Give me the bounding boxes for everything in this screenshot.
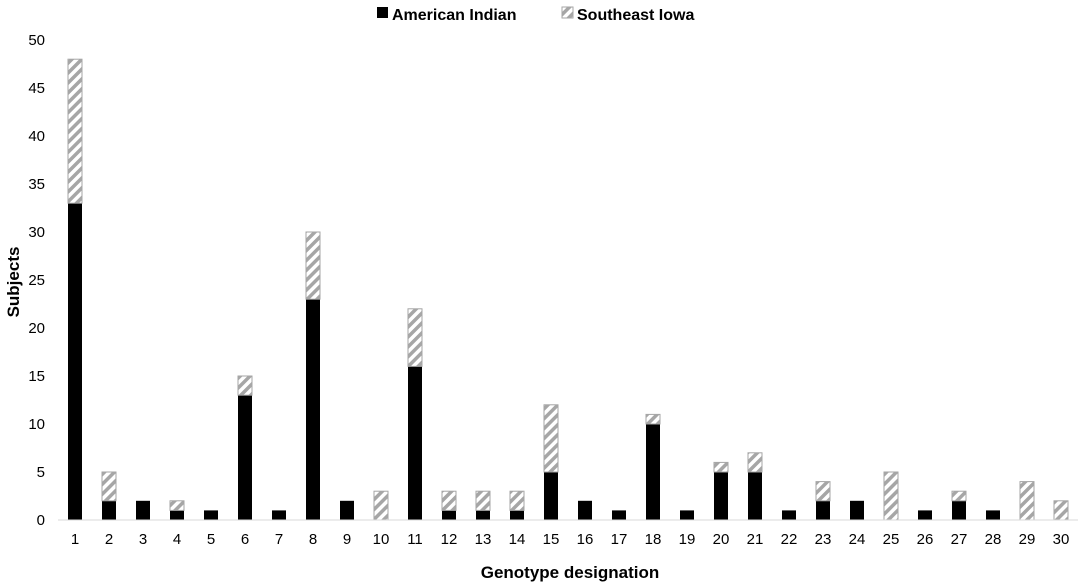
bar-american-indian [102, 500, 116, 520]
y-tick-label: 30 [28, 224, 45, 241]
bar-southeast-iowa [67, 58, 83, 204]
x-tick-label: 14 [509, 531, 526, 548]
x-tick-label: 21 [747, 531, 764, 548]
y-axis-title: Subjects [4, 247, 23, 318]
bar-american-indian [136, 500, 150, 520]
y-axis: 0 5 10 15 20 25 30 35 40 45 50 [28, 32, 45, 529]
bar-american-indian [170, 510, 184, 520]
x-tick-label: 11 [407, 531, 423, 548]
bar-american-indian [272, 510, 286, 520]
x-tick-label: 4 [173, 531, 181, 548]
bar-american-indian [612, 510, 626, 520]
bar-american-indian [748, 472, 762, 520]
x-tick-label: 19 [679, 531, 696, 548]
x-tick-label: 23 [815, 531, 832, 548]
bar-american-indian [782, 510, 796, 520]
bar-southeast-iowa [815, 481, 831, 502]
bar-southeast-iowa [1019, 481, 1035, 521]
x-tick-label: 20 [713, 531, 730, 548]
y-tick-label: 45 [28, 80, 45, 97]
bar-american-indian [340, 500, 354, 520]
x-tick-label: 3 [139, 531, 147, 548]
plot-area [67, 58, 1069, 521]
legend-swatch-southeast-iowa [561, 6, 574, 19]
bar-southeast-iowa [1053, 500, 1069, 521]
bar-american-indian [544, 472, 558, 520]
bar-southeast-iowa [543, 404, 559, 473]
x-tick-label: 28 [985, 531, 1002, 548]
x-tick-label: 8 [309, 531, 317, 548]
x-tick-label: 6 [241, 531, 249, 548]
bar-southeast-iowa [407, 308, 423, 367]
bar-american-indian [680, 510, 694, 520]
y-tick-label: 25 [28, 272, 45, 289]
x-tick-label: 24 [849, 531, 866, 548]
bar-american-indian [238, 395, 252, 520]
bar-american-indian [68, 203, 82, 520]
legend: American Indian Southeast Iowa [377, 6, 694, 24]
x-tick-label: 9 [343, 531, 351, 548]
y-tick-label: 15 [28, 368, 45, 385]
bar-american-indian [408, 366, 422, 520]
y-tick-label: 40 [28, 128, 45, 145]
bar-american-indian [646, 424, 660, 520]
x-tick-label: 30 [1053, 531, 1070, 548]
y-tick-label: 5 [37, 464, 45, 481]
x-tick-label: 25 [883, 531, 900, 548]
x-tick-label: 10 [373, 531, 390, 548]
bar-american-indian [714, 472, 728, 520]
x-tick-label: 22 [781, 531, 798, 548]
x-axis-title: Genotype designation [481, 563, 660, 582]
x-tick-label: 29 [1019, 531, 1036, 548]
bar-american-indian [204, 510, 218, 520]
x-tick-label: 1 [71, 531, 79, 548]
bar-southeast-iowa [645, 413, 661, 425]
y-tick-label: 10 [28, 416, 45, 433]
bar-american-indian [986, 510, 1000, 520]
bar-american-indian [918, 510, 932, 520]
bar-southeast-iowa [169, 500, 185, 511]
x-tick-label: 26 [917, 531, 934, 548]
bar-american-indian [850, 500, 864, 520]
bar-southeast-iowa [475, 490, 491, 511]
legend-swatch-american-indian [377, 7, 388, 18]
x-tick-label: 15 [543, 531, 560, 548]
y-tick-label: 20 [28, 320, 45, 337]
x-tick-label: 13 [475, 531, 492, 548]
bar-american-indian [578, 500, 592, 520]
x-tick-label: 5 [207, 531, 215, 548]
x-tick-label: 2 [105, 531, 113, 548]
bar-american-indian [510, 510, 524, 520]
bar-american-indian [442, 510, 456, 520]
bar-southeast-iowa [305, 231, 321, 300]
bar-southeast-iowa [237, 375, 253, 396]
bar-american-indian [476, 510, 490, 520]
x-tick-label: 18 [645, 531, 662, 548]
bar-southeast-iowa [441, 490, 457, 511]
bar-southeast-iowa [883, 471, 899, 521]
bar-southeast-iowa [373, 490, 389, 521]
x-tick-label: 7 [275, 531, 283, 548]
bar-southeast-iowa [713, 461, 729, 473]
x-tick-label: 27 [951, 531, 968, 548]
legend-label-southeast-iowa: Southeast Iowa [577, 7, 694, 24]
y-tick-label: 0 [37, 512, 45, 529]
bar-american-indian [952, 500, 966, 520]
x-tick-label: 17 [611, 531, 628, 548]
x-tick-label: 16 [577, 531, 594, 548]
legend-label-american-indian: American Indian [392, 7, 516, 24]
y-tick-label: 50 [28, 32, 45, 49]
x-axis: 1 2 3 4 5 6 7 8 9 10 11 12 13 14 15 16 17 18 19 20 21 22 23 24 2… [71, 531, 1070, 548]
bar-american-indian [816, 500, 830, 520]
bar-southeast-iowa [509, 490, 525, 511]
y-tick-label: 35 [28, 176, 45, 193]
bar-american-indian [306, 299, 320, 520]
bar-southeast-iowa [951, 490, 967, 502]
bar-southeast-iowa [101, 471, 117, 502]
bar-southeast-iowa [747, 452, 763, 473]
x-tick-label: 12 [441, 531, 458, 548]
